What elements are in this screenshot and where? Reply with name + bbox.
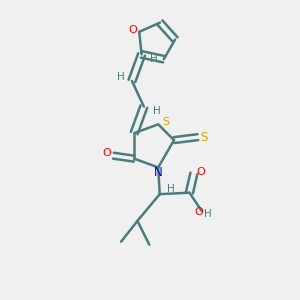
Text: H: H (153, 106, 160, 116)
Text: O: O (103, 148, 111, 158)
Text: H: H (150, 54, 158, 64)
Text: O: O (128, 26, 137, 35)
Text: N: N (154, 166, 163, 179)
Text: O: O (196, 167, 205, 177)
Text: S: S (201, 130, 208, 144)
Text: S: S (162, 117, 169, 127)
Text: O: O (194, 207, 203, 217)
Text: H: H (204, 209, 212, 219)
Text: H: H (167, 184, 175, 194)
Text: H: H (117, 72, 124, 82)
